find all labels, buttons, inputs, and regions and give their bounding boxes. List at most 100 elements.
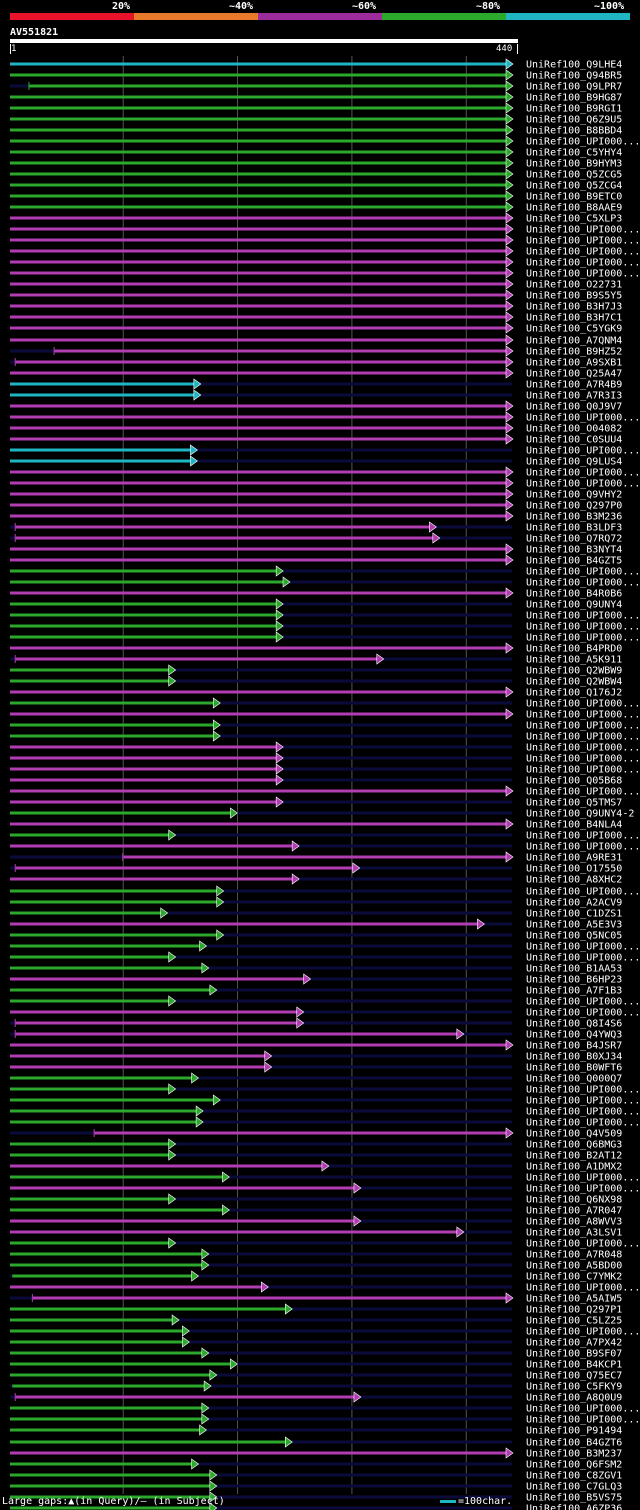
hit-bar[interactable] xyxy=(10,580,285,584)
hit-bar[interactable] xyxy=(10,282,507,286)
hit-bar[interactable] xyxy=(10,106,507,110)
hit-label[interactable]: UniRef100_Q6Z9U5 xyxy=(526,115,622,126)
hit-bar[interactable] xyxy=(10,624,278,628)
hit-label[interactable]: UniRef100_A7R048 xyxy=(526,1250,622,1261)
hit-label[interactable]: UniRef100_UPI000... xyxy=(526,236,640,247)
hit-label[interactable]: UniRef100_A2ACV9 xyxy=(526,898,622,909)
hit-bar[interactable] xyxy=(10,62,507,66)
hit-bar[interactable] xyxy=(15,536,434,540)
hit-label[interactable]: UniRef100_Q4V509 xyxy=(526,1129,622,1140)
hit-bar[interactable] xyxy=(10,1087,170,1091)
hit-label[interactable]: UniRef100_B8AAE9 xyxy=(526,203,622,214)
hit-label[interactable]: UniRef100_O22731 xyxy=(526,280,622,291)
hit-bar[interactable] xyxy=(10,767,278,771)
hit-bar[interactable] xyxy=(10,591,507,595)
hit-label[interactable]: UniRef100_UPI000... xyxy=(526,942,640,953)
hit-bar[interactable] xyxy=(10,1175,224,1179)
hit-label[interactable]: UniRef100_Q5ZCG4 xyxy=(526,181,622,192)
hit-label[interactable]: UniRef100_B9HG87 xyxy=(526,93,622,104)
hit-bar[interactable] xyxy=(10,139,507,143)
hit-bar[interactable] xyxy=(10,558,507,562)
hit-bar[interactable] xyxy=(10,1043,507,1047)
hit-bar[interactable] xyxy=(15,1395,355,1399)
hit-label[interactable]: UniRef100_A7R047 xyxy=(526,1206,622,1217)
hit-label[interactable]: UniRef100_A1DMX2 xyxy=(526,1162,622,1173)
hit-label[interactable]: UniRef100_UPI000... xyxy=(526,787,640,798)
hit-label[interactable]: UniRef100_B8BBD4 xyxy=(526,126,622,137)
hit-bar[interactable] xyxy=(10,1406,203,1410)
hit-bar[interactable] xyxy=(10,944,201,948)
hit-label[interactable]: UniRef100_B4KCP1 xyxy=(526,1360,622,1371)
hit-label[interactable]: UniRef100_Q9VHY2 xyxy=(526,490,622,501)
hit-bar[interactable] xyxy=(10,789,507,793)
hit-label[interactable]: UniRef100_Q8I4S6 xyxy=(526,1019,622,1030)
hit-label[interactable]: UniRef100_A6ZP36 xyxy=(526,1504,622,1510)
hit-label[interactable]: UniRef100_B3H7C1 xyxy=(526,313,622,324)
hit-bar[interactable] xyxy=(10,613,278,617)
hit-bar[interactable] xyxy=(10,1428,201,1432)
hit-label[interactable]: UniRef100_B6HP23 xyxy=(526,975,622,986)
hit-label[interactable]: UniRef100_B3LDF3 xyxy=(526,523,622,534)
hit-label[interactable]: UniRef100_Q6FSM2 xyxy=(526,1460,622,1471)
hit-bar[interactable] xyxy=(10,1208,224,1212)
hit-label[interactable]: UniRef100_Q7RQ72 xyxy=(526,534,622,545)
hit-label[interactable]: UniRef100_A3LSV1 xyxy=(526,1228,622,1239)
hit-bar[interactable] xyxy=(29,84,507,88)
hit-label[interactable]: UniRef100_Q297P0 xyxy=(526,501,622,512)
hit-bar[interactable] xyxy=(10,1230,458,1234)
hit-bar[interactable] xyxy=(10,1362,232,1366)
hit-bar[interactable] xyxy=(10,514,507,518)
hit-label[interactable]: UniRef100_Q5TMS7 xyxy=(526,798,622,809)
hit-label[interactable]: UniRef100_A5BD00 xyxy=(526,1261,622,1272)
hit-bar[interactable] xyxy=(10,701,215,705)
hit-label[interactable]: UniRef100_B9ETC0 xyxy=(526,192,622,203)
hit-bar[interactable] xyxy=(10,194,507,198)
hit-label[interactable]: UniRef100_UPI000... xyxy=(526,1118,640,1129)
hit-bar[interactable] xyxy=(10,800,278,804)
hit-label[interactable]: UniRef100_A8WVV3 xyxy=(526,1217,622,1228)
hit-bar[interactable] xyxy=(10,679,170,683)
hit-label[interactable]: UniRef100_UPI000... xyxy=(526,446,640,457)
hit-bar[interactable] xyxy=(10,1329,184,1333)
hit-label[interactable]: UniRef100_UPI000... xyxy=(526,479,640,490)
hit-bar[interactable] xyxy=(10,1186,355,1190)
hit-bar[interactable] xyxy=(10,1241,170,1245)
hit-bar[interactable] xyxy=(10,1054,266,1058)
hit-bar[interactable] xyxy=(10,635,278,639)
hit-label[interactable]: UniRef100_UPI000... xyxy=(526,831,640,842)
hit-bar[interactable] xyxy=(10,1484,211,1488)
hit-label[interactable]: UniRef100_A9SXB1 xyxy=(526,358,622,369)
hit-label[interactable]: UniRef100_UPI000... xyxy=(526,1239,640,1250)
hit-bar[interactable] xyxy=(10,1010,298,1014)
hit-bar[interactable] xyxy=(10,690,507,694)
hit-label[interactable]: UniRef100_UPI000... xyxy=(526,1415,640,1426)
hit-label[interactable]: UniRef100_Q9UNY4-2 xyxy=(526,809,634,820)
hit-bar[interactable] xyxy=(10,1417,203,1421)
hit-label[interactable]: UniRef100_B2AT12 xyxy=(526,1151,622,1162)
hit-bar[interactable] xyxy=(10,844,294,848)
hit-bar[interactable] xyxy=(10,922,479,926)
hit-bar[interactable] xyxy=(10,1473,211,1477)
hit-label[interactable]: UniRef100_B4JSR7 xyxy=(526,1041,622,1052)
hit-bar[interactable] xyxy=(10,745,278,749)
hit-bar[interactable] xyxy=(10,238,507,242)
hit-bar[interactable] xyxy=(10,900,218,904)
hit-label[interactable]: UniRef100_UPI000... xyxy=(526,247,640,258)
hit-bar[interactable] xyxy=(10,1506,211,1510)
hit-label[interactable]: UniRef100_UPI000... xyxy=(526,765,640,776)
hit-label[interactable]: UniRef100_C5XLP3 xyxy=(526,214,622,225)
hit-label[interactable]: UniRef100_B0XJ34 xyxy=(526,1052,622,1063)
hit-label[interactable]: UniRef100_C5YGK9 xyxy=(526,324,622,335)
hit-bar[interactable] xyxy=(10,988,211,992)
hit-label[interactable]: UniRef100_C8ZGV1 xyxy=(526,1471,622,1482)
hit-bar[interactable] xyxy=(10,1495,211,1499)
hit-bar[interactable] xyxy=(10,1451,507,1455)
hit-bar[interactable] xyxy=(54,349,508,353)
hit-bar[interactable] xyxy=(10,260,507,264)
hit-bar[interactable] xyxy=(10,602,278,606)
hit-bar[interactable] xyxy=(10,1076,193,1080)
hit-label[interactable]: UniRef100_Q176J2 xyxy=(526,688,622,699)
hit-bar[interactable] xyxy=(10,503,507,507)
hit-label[interactable]: UniRef100_A7R3I3 xyxy=(526,391,622,402)
hit-bar[interactable] xyxy=(10,415,507,419)
